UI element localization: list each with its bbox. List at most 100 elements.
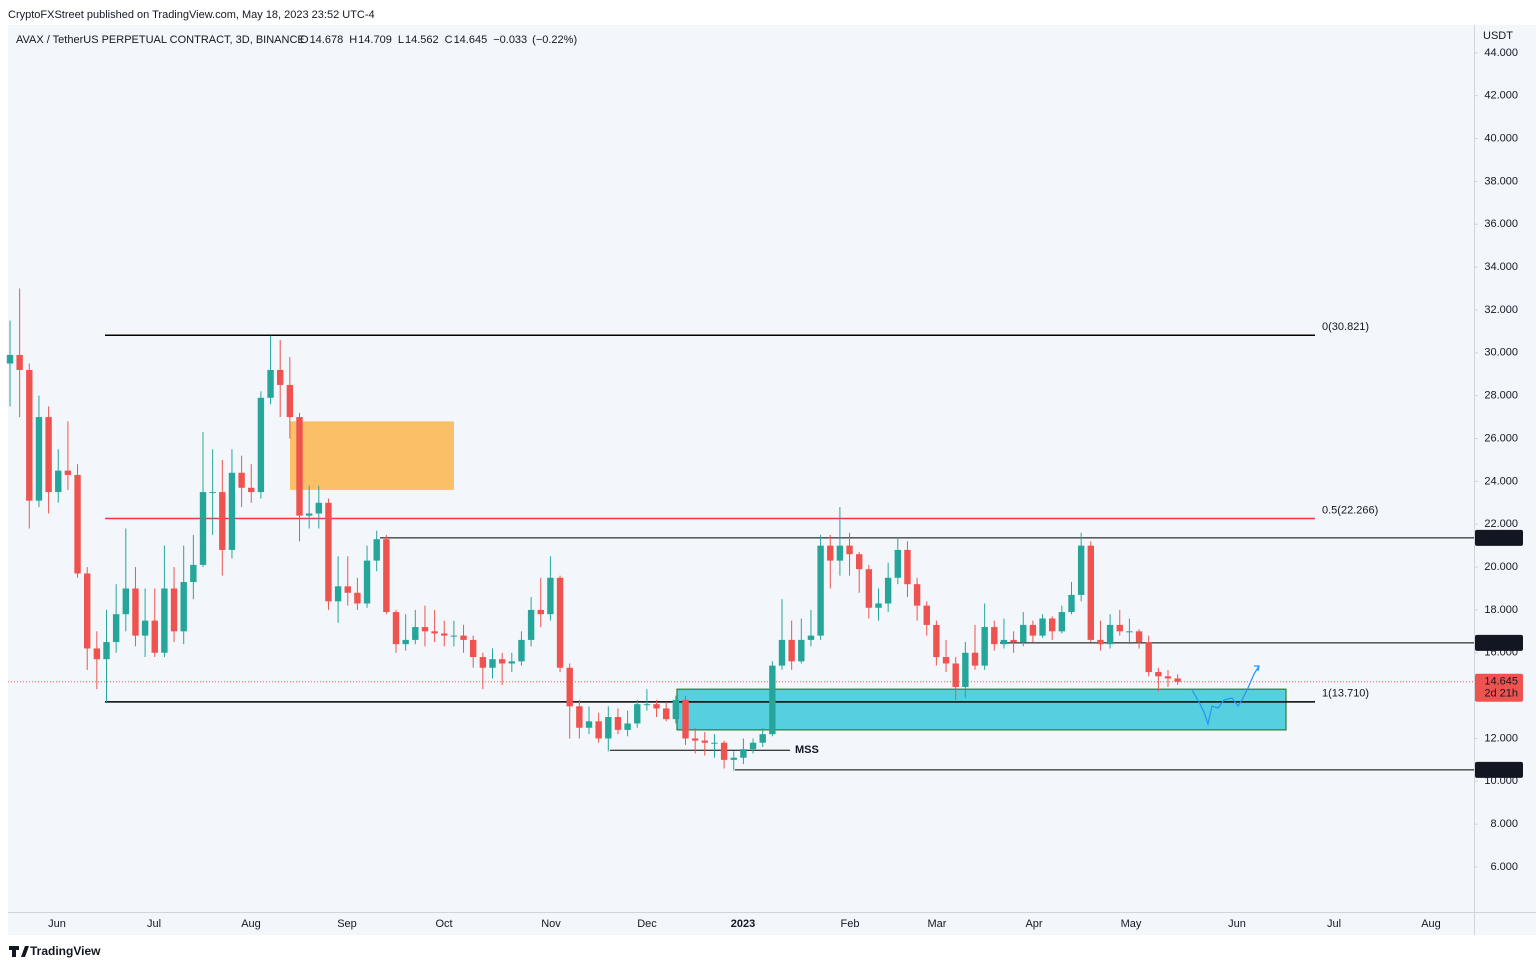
candle-body — [1058, 612, 1066, 632]
ohlc-key: H — [349, 34, 357, 46]
candle-body — [238, 472, 245, 488]
last-price-tag — [1475, 673, 1523, 702]
candle-body — [1087, 545, 1094, 640]
candle-body — [585, 721, 593, 728]
candle-body — [730, 757, 737, 760]
candle-body — [277, 369, 284, 385]
price-tag — [1475, 761, 1523, 778]
candle-body — [971, 652, 979, 666]
candle-body — [952, 663, 959, 688]
candle-body — [199, 492, 207, 565]
projection-path — [1191, 665, 1260, 727]
candle-body — [1106, 624, 1114, 645]
x-tick-label: Nov — [541, 918, 561, 930]
candle-body — [981, 627, 988, 666]
candle-body — [132, 588, 139, 636]
candle-body — [547, 577, 554, 615]
candle-body — [296, 417, 303, 516]
candle-body — [402, 639, 409, 645]
candle-body — [334, 586, 342, 602]
candle-body — [45, 417, 52, 493]
candle-body — [605, 717, 612, 739]
price-tag-label: 10.533 — [1484, 764, 1518, 776]
candle-body — [16, 354, 23, 370]
y-tick-label: 18.000 — [1484, 604, 1518, 616]
candle-body — [479, 657, 487, 668]
y-tick-label: 40.000 — [1484, 132, 1518, 144]
candle-body — [518, 639, 525, 662]
candle-body — [923, 605, 930, 625]
candle-body — [170, 588, 178, 632]
x-tick-label: Aug — [1421, 918, 1441, 930]
price-axis-background — [1475, 25, 1536, 935]
x-tick-label: Jul — [1327, 918, 1341, 930]
x-tick-label: Jun — [1228, 918, 1246, 930]
fib-label: 0(30.821) — [1322, 321, 1369, 333]
x-tick-label: Aug — [241, 918, 261, 930]
candle-body — [1020, 624, 1027, 643]
candle-body — [383, 539, 390, 613]
candle-body — [1126, 631, 1133, 633]
candle-body — [315, 502, 322, 514]
ohlc-value: 14.678 — [310, 34, 344, 46]
candle-body — [460, 635, 467, 640]
candle-body — [884, 577, 892, 604]
candle-body — [624, 723, 631, 730]
candle-body — [836, 545, 844, 561]
x-tick-label: Jun — [48, 918, 66, 930]
x-tick-label: 2023 — [731, 918, 755, 930]
candle-body — [141, 620, 149, 636]
x-tick-label: May — [1121, 918, 1142, 930]
candle-body — [595, 721, 602, 739]
x-tick-label: Sep — [337, 918, 357, 930]
y-tick-label: 28.000 — [1484, 390, 1518, 402]
last-price-label: 14.645 — [1484, 676, 1518, 688]
price-tag-label: 21.360 — [1484, 532, 1518, 544]
ohlc-key: L — [398, 34, 404, 46]
candle-body — [991, 627, 998, 645]
candle-body — [180, 582, 187, 632]
x-tick-label: Jul — [147, 918, 161, 930]
candle-body — [701, 740, 708, 743]
candle-body — [55, 470, 62, 493]
candle-body — [1164, 676, 1172, 679]
candle-body — [489, 659, 496, 668]
candle-body — [431, 631, 438, 634]
candle-body — [112, 614, 120, 643]
candle-body — [64, 470, 72, 475]
price-tag — [1475, 634, 1523, 651]
candle-body — [74, 474, 81, 574]
y-tick-label: 44.000 — [1484, 47, 1518, 59]
candle-body — [267, 369, 274, 398]
candle-body — [643, 704, 651, 706]
candle-body — [392, 612, 400, 645]
candle-body — [93, 648, 101, 660]
candle-body — [769, 665, 776, 735]
candle-body — [1068, 594, 1075, 613]
ohlc-value: 14.709 — [358, 34, 392, 46]
candle-body — [537, 609, 544, 615]
ohlc-value: 14.562 — [405, 34, 439, 46]
candle-body — [720, 742, 728, 760]
candle-body — [962, 652, 969, 688]
y-tick-label: 22.000 — [1484, 518, 1518, 530]
candle-body — [1097, 639, 1104, 645]
candle-body — [248, 487, 255, 493]
candle-body — [1010, 639, 1017, 643]
x-tick-label: Apr — [1025, 918, 1042, 930]
candle-body — [26, 369, 33, 501]
candle-body — [286, 384, 294, 418]
y-tick-label: 12.000 — [1484, 732, 1518, 744]
price-tag-label: 16.462 — [1484, 637, 1518, 649]
candle-body — [566, 667, 573, 707]
currency: USDT — [1483, 30, 1513, 42]
fib-label: 1(13.710) — [1322, 688, 1369, 700]
candle-body — [1029, 624, 1037, 636]
candle-body — [354, 592, 361, 604]
candle-body — [1077, 545, 1085, 595]
y-tick-label: 42.000 — [1484, 90, 1518, 102]
candle-body — [1000, 639, 1008, 645]
candle-body — [827, 545, 834, 561]
